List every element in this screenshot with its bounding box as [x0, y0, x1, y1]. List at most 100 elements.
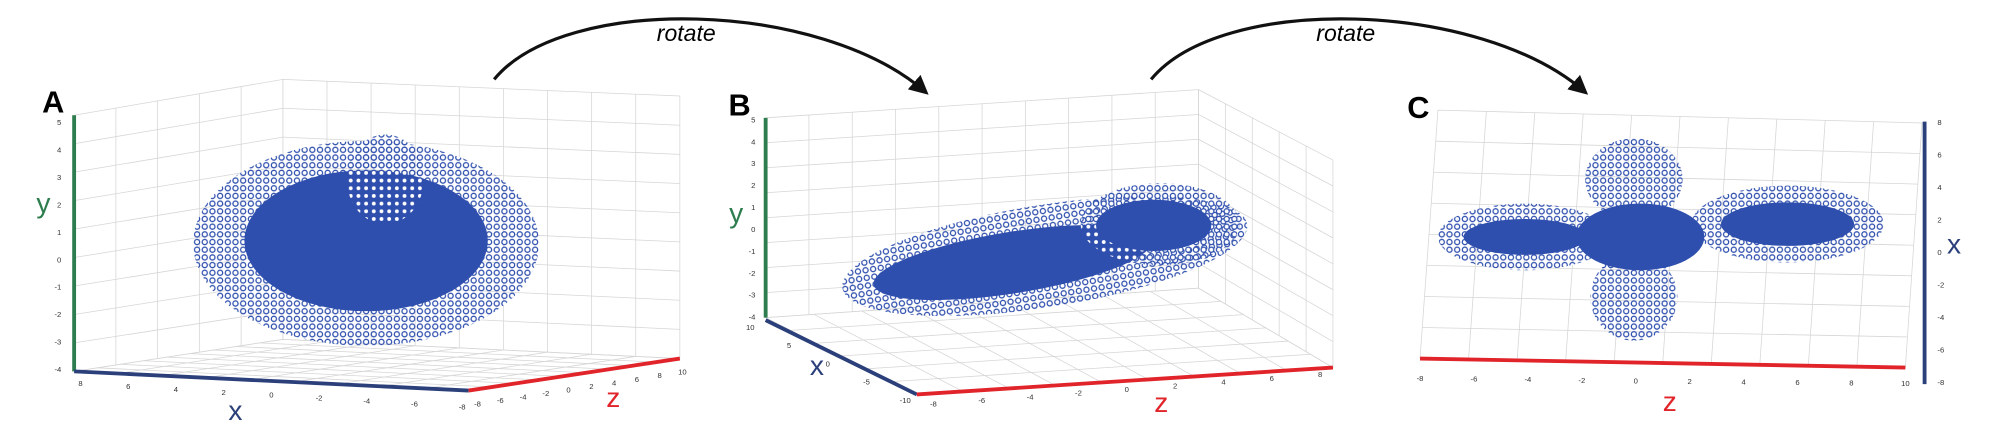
tick-label: 2 — [57, 200, 61, 209]
tick-label: -6 — [1937, 345, 1944, 354]
grid-line — [143, 360, 540, 381]
tick-label: 6 — [1270, 374, 1274, 383]
tick-label: 2 — [589, 382, 593, 391]
tick-label: 2 — [1937, 215, 1941, 224]
tick-label: -4 — [749, 313, 757, 322]
grid-line — [282, 136, 680, 155]
grid-line — [74, 107, 283, 145]
tick-label: 2 — [221, 388, 225, 397]
axis-label: y — [36, 186, 51, 218]
point-cloud — [193, 134, 539, 346]
tick-label: -4 — [1524, 375, 1532, 384]
tick-label: 0 — [1937, 248, 1941, 257]
axis-label: z — [1663, 385, 1677, 417]
tick-label: 4 — [1937, 183, 1942, 192]
grid-line — [841, 327, 1266, 357]
tick-label: -3 — [749, 291, 756, 300]
tick-label: 2 — [1173, 381, 1177, 390]
tick-label: 5 — [751, 115, 755, 124]
tick-label: 4 — [612, 378, 617, 387]
grid-line — [117, 341, 328, 374]
tick-label: -2 — [1578, 376, 1585, 385]
grid-line — [236, 346, 633, 367]
axis-label: z — [1154, 386, 1168, 418]
grid-line — [765, 138, 1199, 169]
grid-line — [293, 349, 504, 383]
axis-label: x — [810, 349, 824, 381]
tick-label: -10 — [900, 396, 911, 405]
arrow — [1149, 17, 1589, 95]
grid-line — [120, 363, 516, 384]
tick-label: 6 — [1795, 378, 1799, 387]
panel-label: C — [1407, 90, 1429, 125]
tick-label: -2 — [54, 310, 61, 319]
axis-line — [74, 369, 469, 393]
grid-line — [1198, 262, 1334, 342]
tick-label: -2 — [316, 394, 323, 403]
tick-label: -6 — [978, 396, 985, 405]
tick-label: -4 — [520, 393, 528, 402]
tick-label: 3 — [751, 159, 755, 168]
tick-label: 8 — [1318, 370, 1322, 379]
grid-line — [1198, 138, 1334, 213]
tick-label: -6 — [497, 396, 504, 405]
tick-label: 0 — [269, 391, 273, 400]
grid-line — [337, 351, 548, 385]
axis-label: x — [228, 394, 242, 426]
tick-label: 3 — [57, 173, 61, 182]
tick-label: -4 — [54, 365, 62, 374]
tick-label: -8 — [1417, 374, 1424, 383]
tick-label: 4 — [1741, 378, 1746, 387]
axis-label: x — [1947, 227, 1961, 259]
grid-line — [205, 345, 416, 379]
grid-line — [1198, 163, 1334, 239]
tick-label: 4 — [751, 137, 756, 146]
grid-line — [1422, 327, 1908, 338]
tick-label: -6 — [1471, 375, 1478, 384]
tick-label: 4 — [57, 145, 62, 154]
tick-label: 5 — [787, 341, 791, 350]
tick-label: 0 — [566, 385, 570, 394]
tick-label: -4 — [1937, 313, 1945, 322]
grid-line — [891, 353, 1311, 383]
tick-label: -4 — [363, 396, 371, 405]
tick-label: 0 — [826, 359, 830, 368]
arrow — [492, 17, 929, 95]
grid-line — [161, 343, 372, 377]
tick-label: -8 — [474, 400, 481, 409]
grid-line — [190, 353, 586, 374]
tick-label: -5 — [863, 378, 870, 387]
grid-line — [866, 340, 1289, 370]
panel-label: A — [42, 85, 64, 120]
tick-label: -1 — [749, 247, 756, 256]
axis-line — [916, 365, 1334, 397]
grid-line — [259, 342, 657, 363]
grid-line — [97, 367, 493, 388]
tick-label: 0 — [1125, 385, 1129, 394]
grid-line — [282, 107, 680, 126]
tick-label: 0 — [1634, 376, 1638, 385]
tick-label: 6 — [635, 375, 639, 384]
tick-label: 10 — [1901, 379, 1910, 388]
grid-line — [765, 114, 1199, 144]
panel-label: B — [729, 87, 751, 122]
tick-label: -6 — [411, 399, 418, 408]
grid-line — [249, 347, 460, 381]
annotation: rotate — [657, 20, 716, 46]
tick-label: 4 — [1221, 378, 1226, 387]
tick-label: -1 — [54, 283, 61, 292]
grid-line — [424, 356, 636, 389]
tick-label: 10 — [746, 323, 755, 332]
axis-label: z — [606, 381, 620, 413]
grid-line — [815, 314, 1244, 344]
tick-label: 0 — [751, 225, 755, 234]
tick-label: 1 — [57, 228, 61, 237]
tick-label: 2 — [751, 181, 755, 190]
tick-label: 6 — [126, 382, 130, 391]
tick-label: 8 — [1849, 379, 1853, 388]
grid-line — [380, 353, 592, 387]
tick-label: -8 — [459, 402, 466, 411]
tick-label: 8 — [1937, 118, 1941, 127]
axis-line — [1420, 356, 1906, 370]
